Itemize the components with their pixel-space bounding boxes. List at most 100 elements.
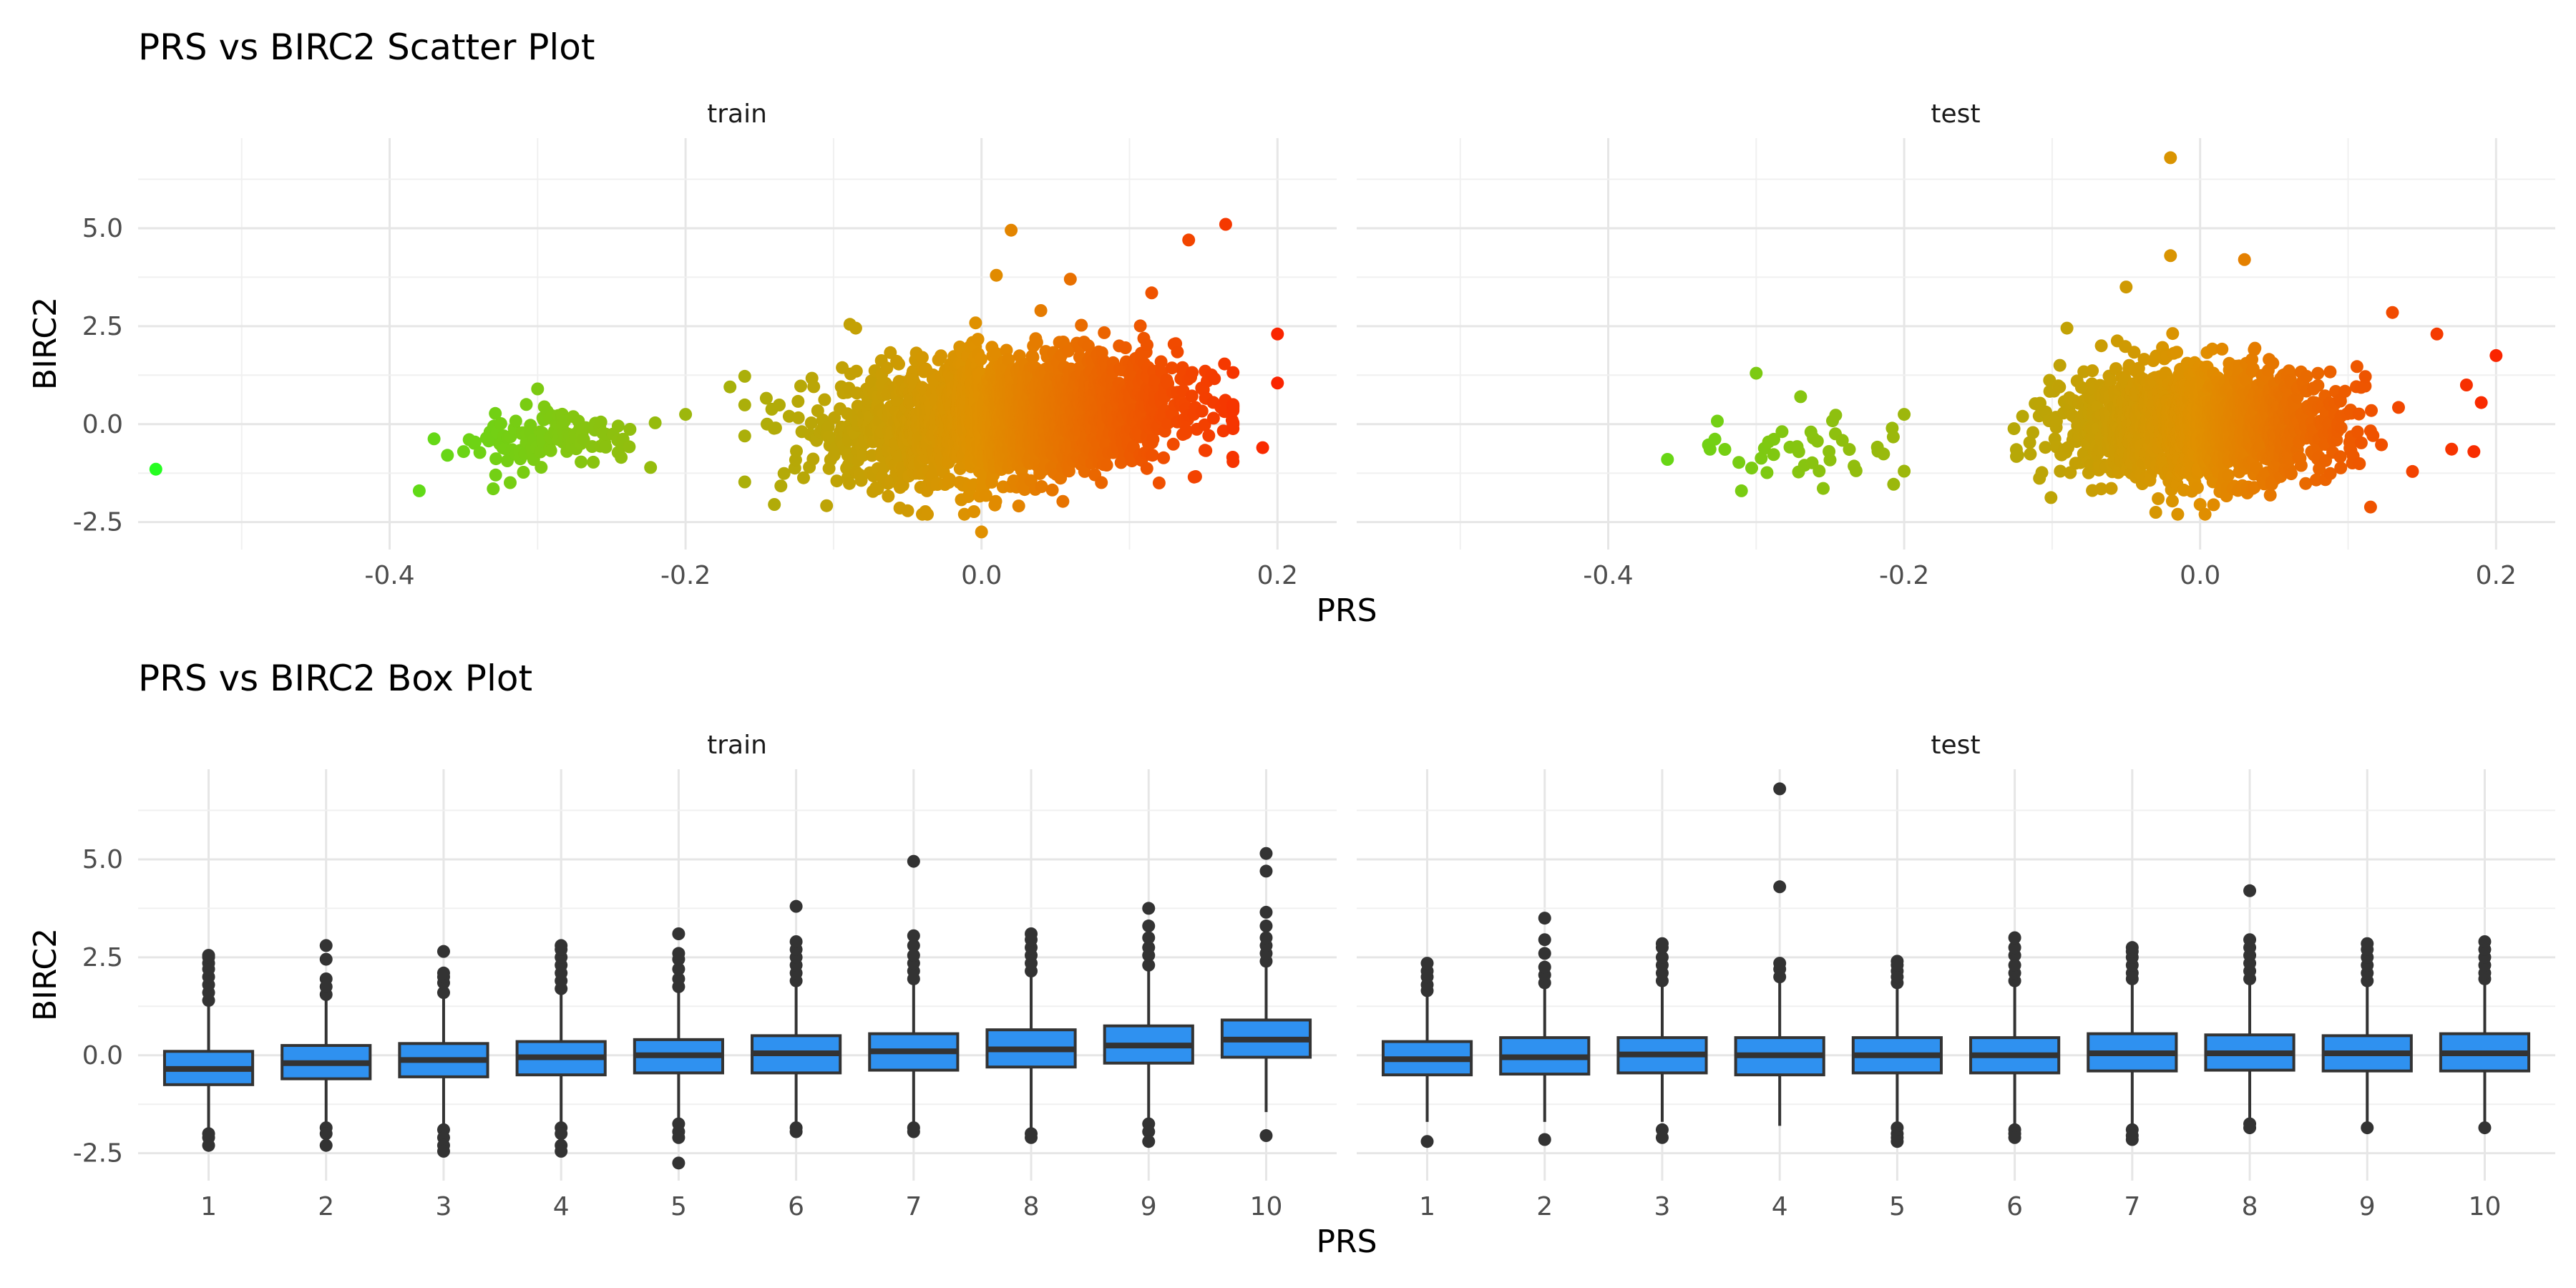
box-group-2 (280, 939, 372, 1152)
scatter-point (2023, 436, 2036, 449)
scatter-point (1152, 476, 1166, 489)
box-group-7 (868, 854, 960, 1138)
scatter-point (1226, 455, 1240, 468)
scatter-point (531, 382, 545, 396)
box-x-tick-label: 1 (1419, 1192, 1435, 1221)
box-outlier (436, 966, 450, 980)
scatter-point (1732, 456, 1746, 469)
box-x-tick-label: 6 (788, 1192, 804, 1221)
scatter-x-tick-label: 0.0 (2180, 561, 2220, 590)
scatter-point (2294, 459, 2308, 472)
box-outlier (1538, 960, 1551, 974)
scatter-point (2333, 394, 2347, 408)
box-outlier (1142, 931, 1156, 945)
scatter-point (2246, 362, 2260, 376)
box-outlier (2243, 933, 2257, 947)
scatter-point (648, 416, 662, 429)
scatter-point (943, 472, 956, 486)
scatter-point (1877, 447, 1890, 461)
scatter-point (1708, 432, 1722, 446)
scatter-point (2311, 379, 2325, 392)
scatter-point (2386, 306, 2399, 319)
scatter-point (1886, 430, 1900, 444)
scatter-point (1703, 442, 1717, 456)
scatter-point (971, 333, 985, 346)
scatter-point (1817, 482, 1830, 495)
box-outlier (907, 1125, 920, 1138)
box-group-5 (1851, 955, 1943, 1148)
box-outlier (1655, 937, 1669, 950)
box-group-3 (398, 945, 489, 1158)
box-outlier (2008, 958, 2021, 972)
scatter-point (2165, 494, 2179, 508)
scatter-point (2266, 356, 2280, 370)
box-group-7 (2087, 941, 2178, 1146)
scatter-point (1054, 472, 1068, 485)
box-x-tick-label: 10 (1250, 1192, 1283, 1221)
scatter-point (2064, 466, 2077, 479)
scatter-point (2170, 346, 2184, 359)
scatter-point (2248, 481, 2261, 494)
scatter-point (1767, 432, 1780, 446)
box-group-6 (751, 899, 842, 1138)
scatter-point (2375, 438, 2389, 452)
scatter-point (1829, 409, 1843, 422)
scatter-point (2358, 379, 2372, 393)
box-y-axis-label: BIRC2 (27, 928, 64, 1021)
scatter-point (849, 321, 862, 335)
scatter-point (738, 429, 751, 443)
box-group-1 (162, 949, 255, 1152)
scatter-point (1735, 484, 1748, 497)
box-outlier (202, 1138, 215, 1152)
box-group-9 (2321, 937, 2413, 1135)
scatter-point (2104, 482, 2118, 495)
box-outlier (1420, 957, 1434, 970)
scatter-y-tick-label: 5.0 (82, 214, 123, 243)
scatter-point (794, 379, 807, 393)
box-outlier (672, 1131, 686, 1144)
box-outlier (672, 962, 686, 976)
scatter-y-tick-label: -2.5 (73, 508, 123, 537)
scatter-point (2459, 379, 2473, 391)
box-x-tick-label: 5 (1889, 1192, 1906, 1221)
box-x-tick-label: 5 (670, 1192, 687, 1221)
box-group-8 (985, 927, 1077, 1144)
scatter-point (1182, 233, 1196, 247)
box-outlier (2478, 935, 2492, 948)
scatter-point (2358, 370, 2372, 384)
scatter-point (1078, 464, 1091, 478)
scatter-point (2350, 360, 2363, 374)
box-group-1 (1381, 957, 1473, 1148)
scatter-point (1141, 338, 1153, 352)
scatter-x-tick-label: -0.2 (660, 561, 711, 590)
scatter-test-gridlines (1357, 138, 2555, 550)
scatter-y-tick-label: 0.0 (82, 410, 123, 439)
scatter-point (2285, 467, 2298, 481)
box-outlier (555, 1127, 568, 1141)
scatter-point (774, 479, 788, 493)
scatter-train-x-tick-labels: -0.4 -0.2 0.0 0.2 (364, 561, 1297, 590)
scatter-point (2164, 151, 2177, 165)
scatter-point (149, 462, 162, 476)
scatter-point (2011, 449, 2024, 462)
scatter-point (1166, 437, 1180, 451)
scatter-point (615, 451, 628, 464)
scatter-point (738, 369, 751, 383)
scatter-plot: PRS vs BIRC2 Scatter Plot train test -2.… (27, 26, 2555, 629)
scatter-point (1045, 483, 1059, 497)
box-outlier (1773, 880, 1787, 894)
box-y-tick-label: 0.0 (82, 1041, 123, 1070)
box-plot: PRS vs BIRC2 Box Plot train test -2.50.0… (27, 658, 2555, 1260)
scatter-x-tick-label: 0.0 (961, 561, 1002, 590)
scatter-point (2104, 374, 2117, 388)
scatter-point (901, 504, 914, 517)
box-outlier (1142, 919, 1156, 933)
scatter-point (2193, 498, 2207, 511)
box-outlier (319, 1138, 333, 1152)
box-outlier (1259, 864, 1273, 878)
scatter-point (519, 398, 533, 411)
scatter-point (892, 357, 905, 371)
box-outlier (1538, 912, 1551, 925)
box-group-4 (1734, 782, 1825, 1126)
